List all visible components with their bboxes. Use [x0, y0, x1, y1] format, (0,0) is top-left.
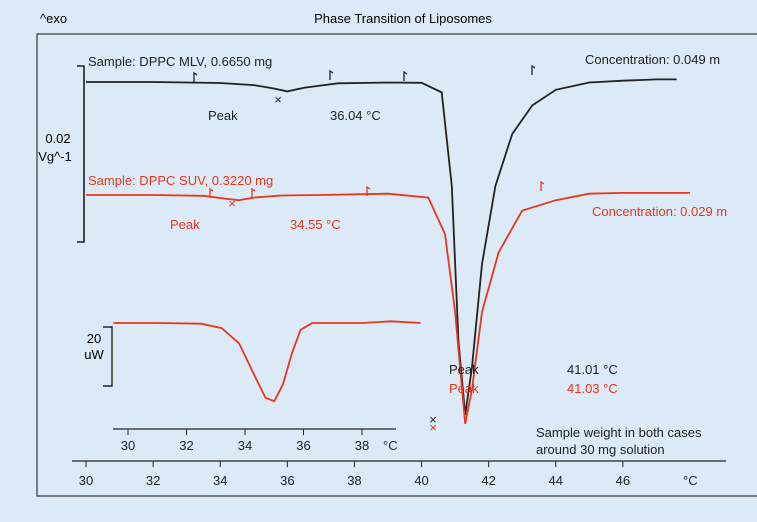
x-tick-label: 36 — [280, 473, 294, 488]
suv-main-peak-label: Peak — [449, 381, 479, 396]
mlv-sample-label: Sample: DPPC MLV, 0.6650 mg — [88, 54, 272, 69]
inset-tick-label: 38 — [355, 438, 369, 453]
suv-sample-label: Sample: DPPC SUV, 0.3220 mg — [88, 173, 273, 188]
mlv-main-peak-label: Peak — [449, 362, 479, 377]
chart-title: Phase Transition of Liposomes — [314, 11, 492, 26]
inset-tick-label: 34 — [238, 438, 252, 453]
inset-tick-label: 32 — [179, 438, 193, 453]
suv-main-peak-value: 41.03 °C — [567, 381, 618, 396]
suv-peak-label: Peak — [170, 217, 200, 232]
mlv-peak-value: 36.04 °C — [330, 108, 381, 123]
inset-x-axis-unit: °C — [383, 438, 398, 453]
mlv-limit-flag — [531, 64, 536, 75]
mlv-limit-flag — [329, 69, 334, 80]
plot-frame — [36, 33, 757, 497]
inset-x-ticks: 30 32 34 36 38 — [121, 429, 369, 453]
mlv-limit-flag — [193, 71, 198, 82]
main-scale-bar — [77, 65, 85, 243]
x-tick-label: 42 — [481, 473, 495, 488]
mlv-main-peak-marker: × — [429, 412, 437, 427]
sample-weight-note-line2: around 30 mg solution — [536, 442, 665, 457]
suv-limit-flag — [209, 187, 214, 198]
suv-series-line — [86, 192, 690, 424]
suv-main-peak-marker: × — [429, 420, 437, 435]
suv-peak-value: 34.55 °C — [290, 217, 341, 232]
suv-limit-flag — [251, 187, 256, 198]
inset-tick-label: 30 — [121, 438, 135, 453]
mlv-concentration-label: Concentration: 0.049 m — [585, 52, 720, 67]
mlv-limit-flag — [403, 70, 408, 81]
sample-weight-note-line1: Sample weight in both cases — [536, 425, 702, 440]
scale-bar-unit: Vg^-1 — [38, 149, 72, 164]
suv-limit-flag — [540, 180, 545, 191]
suv-peak-marker: × — [228, 196, 236, 211]
x-tick-label: 38 — [347, 473, 361, 488]
mlv-peak-marker: × — [274, 92, 282, 107]
mlv-main-peak-value: 41.01 °C — [567, 362, 618, 377]
x-tick-label: 32 — [146, 473, 160, 488]
mlv-peak-label: Peak — [208, 108, 238, 123]
mlv-series-line — [86, 78, 677, 415]
y-axis-exo-label: ^exo — [40, 11, 67, 26]
x-tick-label: 44 — [549, 473, 563, 488]
suv-limit-flag — [366, 185, 371, 196]
inset-scale-value: 20 — [87, 331, 101, 346]
suv-concentration-label: Concentration: 0.029 m — [592, 204, 727, 219]
x-axis-ticks: 30 32 34 36 38 40 42 44 46 — [79, 461, 630, 488]
x-tick-label: 40 — [414, 473, 428, 488]
inset-tick-label: 36 — [296, 438, 310, 453]
inset-series-line — [113, 320, 421, 403]
scale-bar-value: 0.02 — [45, 131, 70, 146]
inset-scale-unit: uW — [84, 347, 104, 362]
x-tick-label: 34 — [213, 473, 227, 488]
inset-scale-bar — [103, 326, 113, 387]
x-tick-label: 46 — [616, 473, 630, 488]
x-tick-label: 30 — [79, 473, 93, 488]
x-axis-unit: °C — [683, 473, 698, 488]
